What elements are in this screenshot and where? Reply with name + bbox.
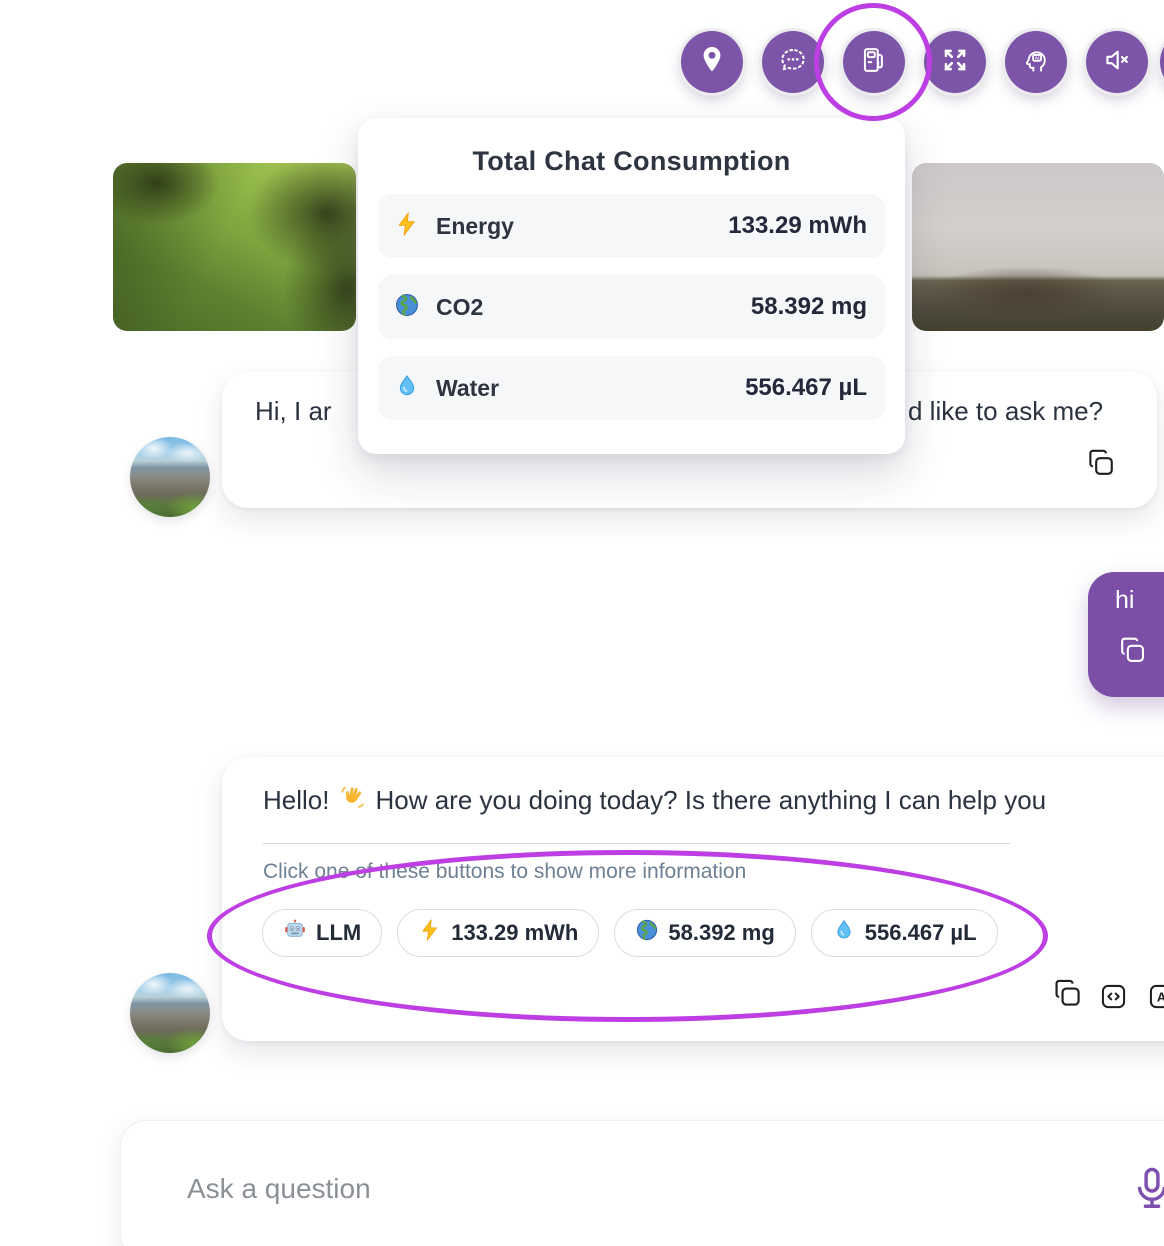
- ai-voice-button[interactable]: AI: [1005, 31, 1067, 93]
- greeting-fragment-end: d like to ask me?: [908, 396, 1104, 426]
- consumption-value: 556.467 µL: [745, 374, 867, 401]
- co2-info-button[interactable]: 58.392 mg: [614, 909, 796, 957]
- reply-text: Hello! How are you doing today? Is there…: [263, 783, 1046, 818]
- fullscreen-button[interactable]: [924, 31, 986, 93]
- location-button[interactable]: [681, 31, 743, 93]
- globe-icon: [635, 918, 659, 948]
- total-consumption-popup: Total Chat Consumption Energy 133.29 mWh…: [358, 118, 905, 454]
- bot-message-reply: Hello! How are you doing today? Is there…: [222, 757, 1164, 1041]
- waving-hand-icon: [338, 783, 366, 818]
- user-message-text: hi: [1115, 586, 1135, 614]
- reply-text-end: How are you doing today? Is there anythi…: [375, 785, 1047, 815]
- mute-button[interactable]: [1086, 31, 1148, 93]
- consumption-label: CO2: [436, 293, 484, 320]
- popup-title: Total Chat Consumption: [472, 146, 791, 176]
- ai-head-icon: AI: [1020, 44, 1052, 81]
- info-button-label: 556.467 µL: [864, 920, 977, 945]
- expand-icon: [939, 44, 971, 81]
- consumption-value: 133.29 mWh: [728, 212, 867, 239]
- greeting-fragment-start: Hi, I ar: [255, 396, 332, 426]
- location-pin-icon: [696, 44, 728, 81]
- fuel-pump-icon: [858, 44, 890, 81]
- landscape-image-hills[interactable]: [113, 163, 356, 331]
- chat-bubble-icon: [777, 44, 809, 81]
- lightning-icon: [394, 211, 420, 242]
- consumption-row-energy: Energy 133.29 mWh: [378, 194, 885, 258]
- copy-icon[interactable]: [1050, 976, 1085, 1011]
- robot-icon: [283, 918, 307, 948]
- consumption-button[interactable]: [843, 31, 905, 93]
- user-message: hi: [1088, 572, 1164, 697]
- water-info-button[interactable]: 556.467 µL: [810, 909, 998, 957]
- landscape-image-ridge[interactable]: [912, 163, 1164, 331]
- microphone-icon[interactable]: [1131, 1165, 1164, 1217]
- consumption-label: Water: [436, 374, 500, 401]
- consumption-row-co2: CO2 58.392 mg: [378, 275, 885, 339]
- energy-info-button[interactable]: 133.29 mWh: [397, 909, 600, 957]
- droplet-icon: [832, 918, 856, 948]
- text-format-icon[interactable]: A: [1148, 983, 1164, 1010]
- info-button-label: 58.392 mg: [668, 920, 775, 945]
- divider: [263, 843, 1010, 844]
- consumption-value: 58.392 mg: [750, 293, 867, 320]
- input-placeholder: Ask a question: [187, 1173, 371, 1204]
- question-input[interactable]: Ask a question: [120, 1120, 1164, 1246]
- llm-info-button[interactable]: LLM: [262, 909, 383, 957]
- svg-text:AI: AI: [1035, 55, 1040, 61]
- globe-icon: [394, 292, 420, 323]
- code-icon[interactable]: [1100, 983, 1127, 1010]
- bot-avatar: [130, 973, 210, 1053]
- copy-icon[interactable]: [1084, 446, 1118, 480]
- copy-icon[interactable]: [1116, 634, 1149, 667]
- consumption-label: Energy: [436, 212, 514, 239]
- chat-button[interactable]: [762, 31, 824, 93]
- speaker-muted-icon: [1101, 44, 1133, 81]
- info-button-label: LLM: [316, 920, 362, 945]
- bot-avatar: [130, 437, 210, 517]
- lightning-icon: [418, 918, 442, 948]
- consumption-row-water: Water 556.467 µL: [378, 356, 885, 420]
- info-button-label: 133.29 mWh: [451, 920, 579, 945]
- svg-text:A: A: [1157, 989, 1164, 1004]
- info-buttons-row: LLM 133.29 mWh 58.392 mg 556.467 µL: [262, 909, 998, 957]
- droplet-icon: [394, 373, 420, 404]
- offscreen-button[interactable]: [1160, 31, 1164, 93]
- reply-text-start: Hello!: [263, 785, 330, 815]
- helper-text: Click one of these buttons to show more …: [263, 860, 747, 883]
